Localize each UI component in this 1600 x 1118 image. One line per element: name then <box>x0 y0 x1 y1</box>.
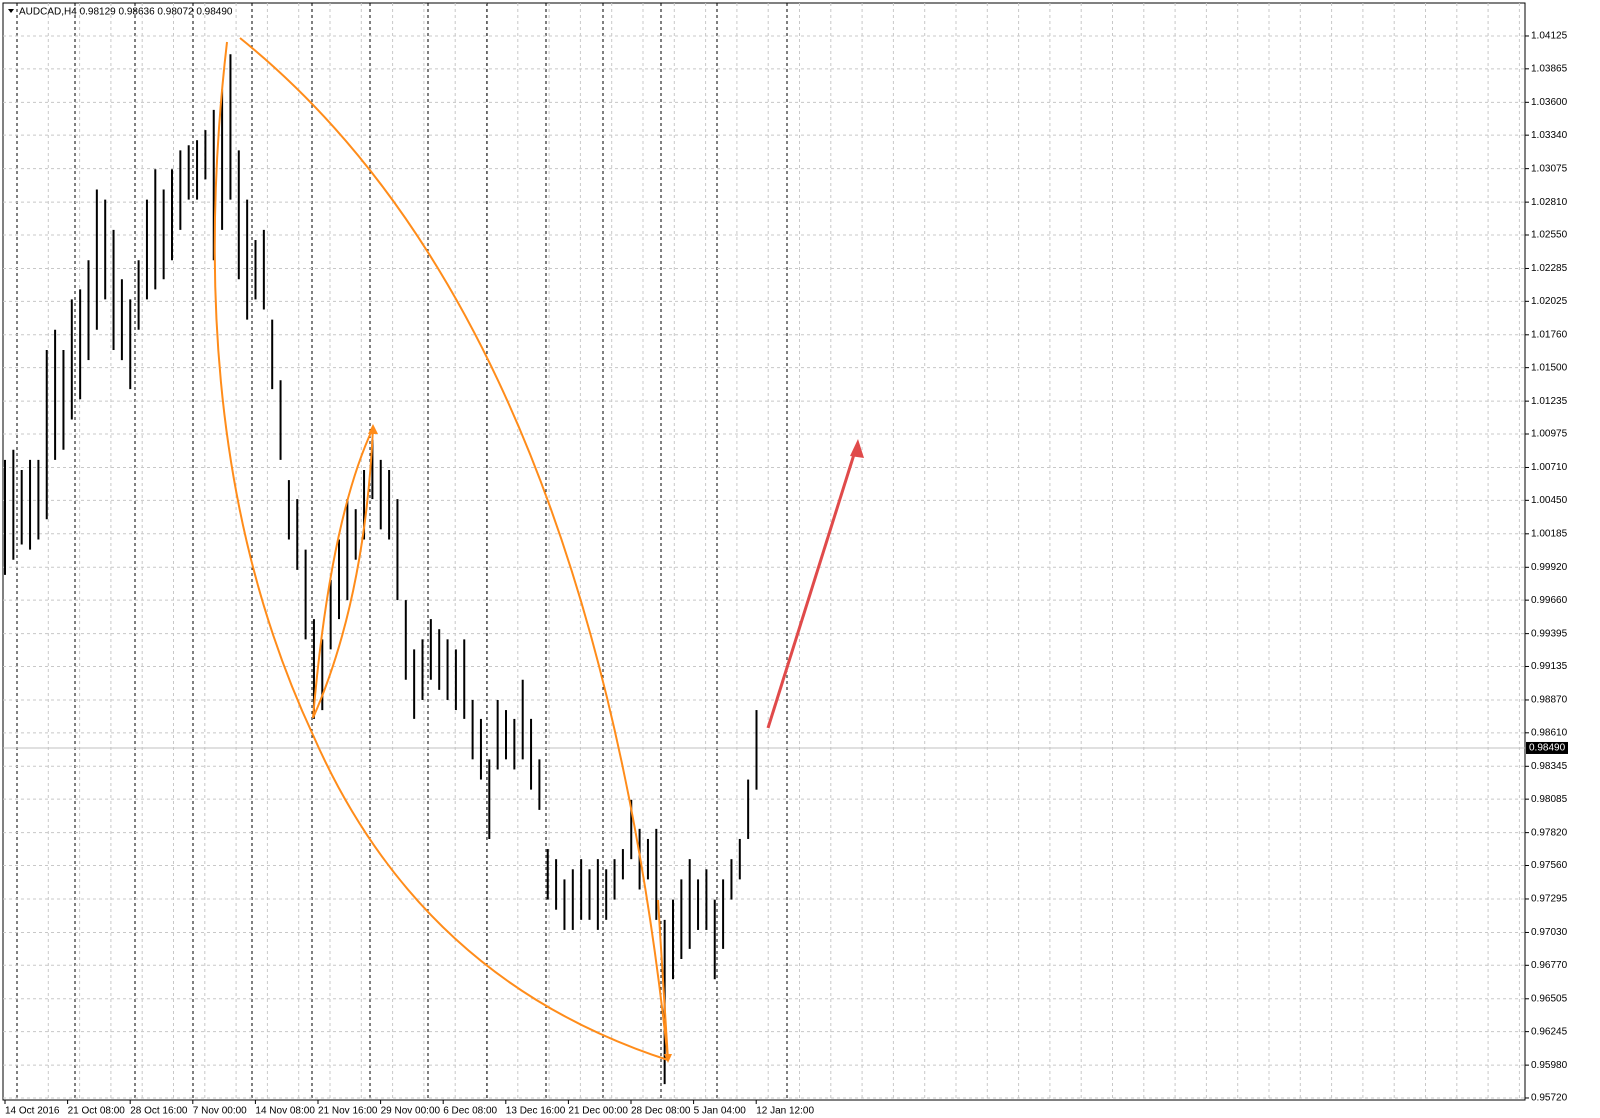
orange-curve <box>312 427 374 719</box>
axes: 1.04125 1.03865 1.03600 1.03340 1.03075 1.028… <box>4 31 1568 1117</box>
arrow-head <box>664 1054 672 1063</box>
y-tick-label: 1.01500 <box>1531 362 1568 373</box>
y-tick-label: 0.97030 <box>1531 927 1568 938</box>
y-tick-label: 0.96245 <box>1531 1026 1568 1037</box>
x-tick-label: 6 Dec 08:00 <box>443 1106 497 1117</box>
y-tick-label: 1.03340 <box>1531 130 1568 141</box>
x-tick-label: 13 Dec 16:00 <box>506 1106 566 1117</box>
y-tick-label: 0.98610 <box>1531 727 1568 738</box>
y-tick-label: 1.00185 <box>1531 528 1568 539</box>
red-arrow <box>766 447 858 729</box>
x-tick-label: 5 Jan 04:00 <box>694 1106 747 1117</box>
orange-curve <box>312 427 374 719</box>
y-tick-label: 1.03865 <box>1531 63 1568 74</box>
arrow-head <box>368 424 378 434</box>
y-tick-label: 0.99395 <box>1531 628 1568 639</box>
y-tick-label: 0.95720 <box>1531 1093 1568 1104</box>
orange-curve <box>657 899 669 1061</box>
x-tick-label: 14 Oct 2016 <box>5 1106 60 1117</box>
y-tick-label: 0.99920 <box>1531 562 1568 573</box>
x-tick-label: 21 Nov 16:00 <box>318 1106 378 1117</box>
y-tick-label: 1.00450 <box>1531 495 1568 506</box>
y-tick-label: 0.99660 <box>1531 595 1568 606</box>
orange-curve <box>312 734 669 1061</box>
x-tick-label: 28 Oct 16:00 <box>130 1106 188 1117</box>
y-tick-label: 1.02550 <box>1531 230 1568 241</box>
x-tick-label: 7 Nov 00:00 <box>193 1106 247 1117</box>
y-tick-label: 0.96505 <box>1531 993 1568 1004</box>
y-tick-label: 0.99135 <box>1531 661 1568 672</box>
y-tick-label: 0.98345 <box>1531 761 1568 772</box>
orange-curve <box>213 41 314 736</box>
y-tick-label: 1.00710 <box>1531 462 1568 473</box>
y-tick-label: 1.02285 <box>1531 263 1568 274</box>
arrow-head <box>850 439 864 458</box>
x-tick-label: 21 Oct 08:00 <box>68 1106 126 1117</box>
y-tick-label: 1.02810 <box>1531 197 1568 208</box>
y-tick-label: 1.00975 <box>1531 429 1568 440</box>
current-price-label: 0.98490 <box>1529 743 1566 754</box>
y-tick-label: 1.01235 <box>1531 396 1568 407</box>
y-tick-label: 1.03600 <box>1531 97 1568 108</box>
background <box>2 2 1526 1101</box>
y-tick-label: 1.04125 <box>1531 31 1568 42</box>
current-price-box <box>1526 741 1568 754</box>
y-tick-label: 1.02025 <box>1531 296 1568 307</box>
y-tick-label: 1.03075 <box>1531 163 1568 174</box>
y-tick-label: 0.98085 <box>1531 794 1568 805</box>
y-tick-label: 1.01760 <box>1531 329 1568 340</box>
y-tick-label: 0.97560 <box>1531 860 1568 871</box>
y-tick-label: 0.98870 <box>1531 695 1568 706</box>
menu-triangle <box>8 9 14 13</box>
x-tick-label: 28 Dec 08:00 <box>631 1106 691 1117</box>
x-tick-label: 12 Jan 12:00 <box>756 1106 814 1117</box>
y-tick-label: 0.97820 <box>1531 827 1568 838</box>
orange-curve <box>239 37 669 1061</box>
x-tick-label: 29 Nov 00:00 <box>381 1106 441 1117</box>
y-tick-label: 0.97295 <box>1531 894 1568 905</box>
chart-title: AUDCAD,H4 0.98129 0.98636 0.98072 0.9849… <box>19 7 233 18</box>
plot-area <box>2 2 1526 1101</box>
x-tick-label: 21 Dec 00:00 <box>568 1106 628 1117</box>
x-tick-label: 14 Nov 08:00 <box>255 1106 315 1117</box>
y-tick-label: 0.96770 <box>1531 960 1568 971</box>
price-bars <box>4 54 758 1085</box>
drawings <box>213 37 864 1063</box>
y-tick-label: 0.95980 <box>1531 1060 1568 1071</box>
